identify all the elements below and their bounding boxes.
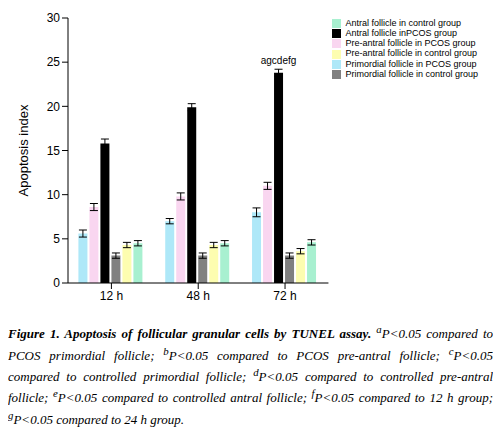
svg-text:Apoptosis index: Apoptosis index bbox=[16, 104, 31, 196]
html-text:Antral follicle inPCOS group: Antral follicle inPCOS group bbox=[345, 28, 457, 39]
html-text:bP<0.05 compared to PCOS pre-a: bP<0.05 compared to PCOS pre-antral foll… bbox=[163, 344, 440, 363]
svg-text:25: 25 bbox=[47, 55, 61, 69]
html-text:Primordial follicle in control: Primordial follicle in control group bbox=[345, 68, 478, 79]
html-text:Primordial follicle in PCOS gr: Primordial follicle in PCOS group bbox=[345, 58, 477, 69]
svg-text:12 h: 12 h bbox=[100, 289, 123, 303]
svg-text:30: 30 bbox=[47, 11, 61, 25]
svg-text:15: 15 bbox=[47, 144, 61, 158]
html-text:Figure 1. Apoptosis of follicu: Figure 1. Apoptosis of follicular granul… bbox=[8, 323, 493, 363]
svg-text:5: 5 bbox=[53, 232, 60, 246]
html-text:dP<0.05 compared to controlled: dP<0.05 compared to controlled pre-antra… bbox=[8, 365, 493, 406]
html-text:cP<0.05 compared to controlled: cP<0.05 compared to controlled primordia… bbox=[8, 344, 493, 384]
svg-text:20: 20 bbox=[47, 100, 61, 114]
svg-text:72 h: 72 h bbox=[273, 289, 296, 303]
html-text:Antral follicle in control gro: Antral follicle in control group bbox=[345, 18, 461, 28]
svg-text:10: 10 bbox=[47, 188, 61, 202]
html-text:gP<0.05 compared to 24 h group: gP<0.05 compared to 24 h group. bbox=[8, 408, 185, 427]
svg-text:0: 0 bbox=[53, 276, 60, 290]
html-text:Pre-antral follicle in PCOS gr: Pre-antral follicle in PCOS group bbox=[345, 38, 476, 49]
svg-text:agcdefg: agcdefg bbox=[261, 55, 297, 66]
html-text:Pre-antral follicle in control: Pre-antral follicle in control group bbox=[345, 48, 477, 59]
svg-text:48 h: 48 h bbox=[187, 289, 210, 303]
